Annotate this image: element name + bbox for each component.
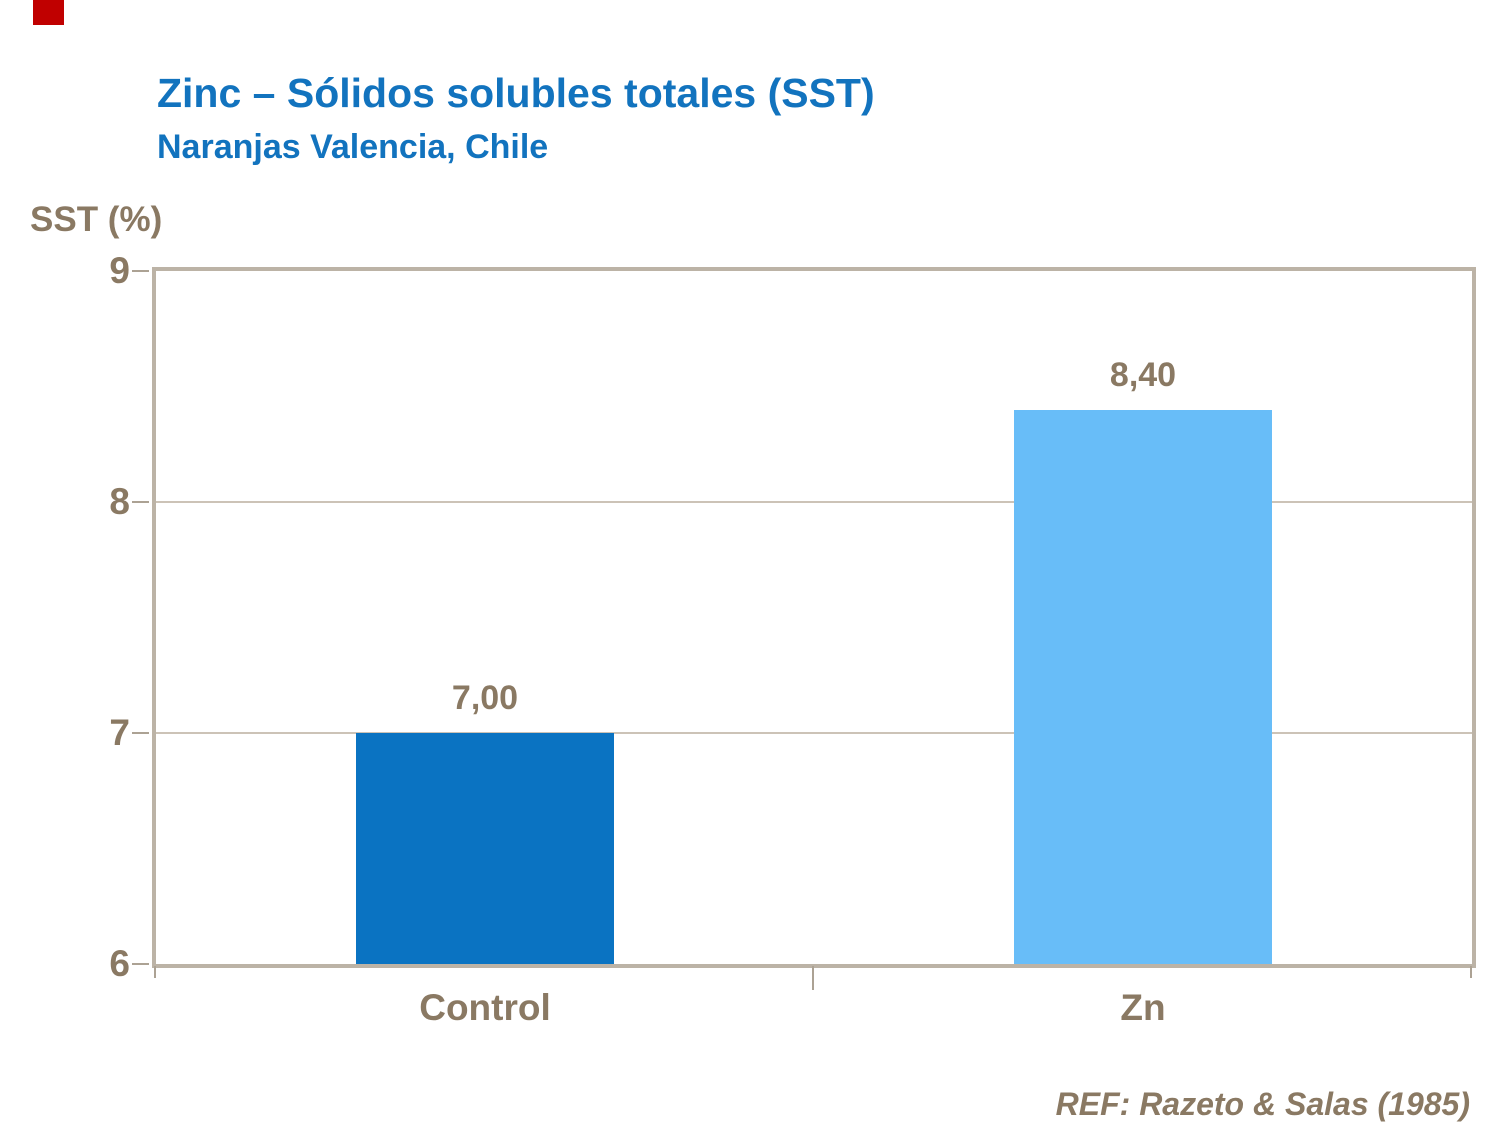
y-axis-tick-label: 8 xyxy=(109,481,130,522)
bar xyxy=(356,733,614,964)
chart-title: Zinc – Sólidos solubles totales (SST) xyxy=(157,70,875,116)
x-axis-category-label: Zn xyxy=(1120,987,1166,1028)
red-accent-shape xyxy=(33,0,64,25)
y-tick-mark xyxy=(132,963,149,965)
gridline xyxy=(156,732,1472,734)
y-axis-tick-label: 6 xyxy=(109,943,130,984)
bar-value-label: 8,40 xyxy=(1109,355,1177,394)
plot-area: 7,00 8,40 xyxy=(152,267,1476,968)
y-tick-mark xyxy=(132,270,149,272)
y-tick-mark xyxy=(132,732,149,734)
y-axis-title: SST (%) xyxy=(30,200,163,239)
x-tick-mark xyxy=(1470,966,1472,978)
y-axis-tick-label: 7 xyxy=(109,712,130,753)
bar-value-label: 7,00 xyxy=(451,679,519,717)
plot-inner: 7,00 8,40 xyxy=(156,271,1472,964)
chart-subtitle: Naranjas Valencia, Chile xyxy=(157,128,549,166)
bar xyxy=(1014,409,1272,964)
x-axis-category-label: Control xyxy=(419,987,551,1028)
gridline xyxy=(156,501,1472,503)
x-tick-mark xyxy=(812,966,814,990)
reference-citation: REF: Razeto & Salas (1985) xyxy=(1055,1086,1470,1122)
y-tick-mark xyxy=(132,501,149,503)
y-axis-tick-label: 9 xyxy=(109,250,130,291)
x-tick-mark xyxy=(154,966,156,978)
